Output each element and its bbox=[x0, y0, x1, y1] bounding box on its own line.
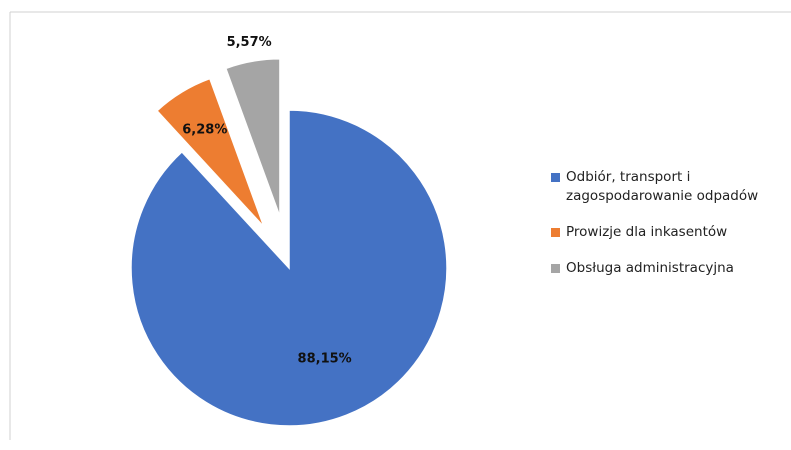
legend-item: Obsługa administracyjna bbox=[551, 259, 786, 278]
legend-swatch bbox=[551, 173, 560, 182]
data-label: 6,28% bbox=[182, 122, 227, 137]
data-label: 5,57% bbox=[227, 35, 272, 50]
legend: Odbiór, transport i zagospodarowanie odp… bbox=[551, 168, 786, 295]
pie-slice bbox=[224, 58, 281, 218]
legend-label: Prowizje dla inkasentów bbox=[566, 224, 728, 240]
pie-slice bbox=[130, 109, 448, 427]
data-label: 88,15% bbox=[298, 352, 352, 367]
legend-item: Odbiór, transport i zagospodarowanie odp… bbox=[551, 168, 786, 206]
legend-label: Odbiór, transport i zagospodarowanie odp… bbox=[566, 169, 759, 204]
legend-swatch bbox=[551, 264, 560, 273]
legend-swatch bbox=[551, 228, 560, 237]
pie-slice bbox=[155, 77, 265, 228]
legend-item: Prowizje dla inkasentów bbox=[551, 223, 786, 242]
legend-label: Obsługa administracyjna bbox=[566, 260, 734, 276]
